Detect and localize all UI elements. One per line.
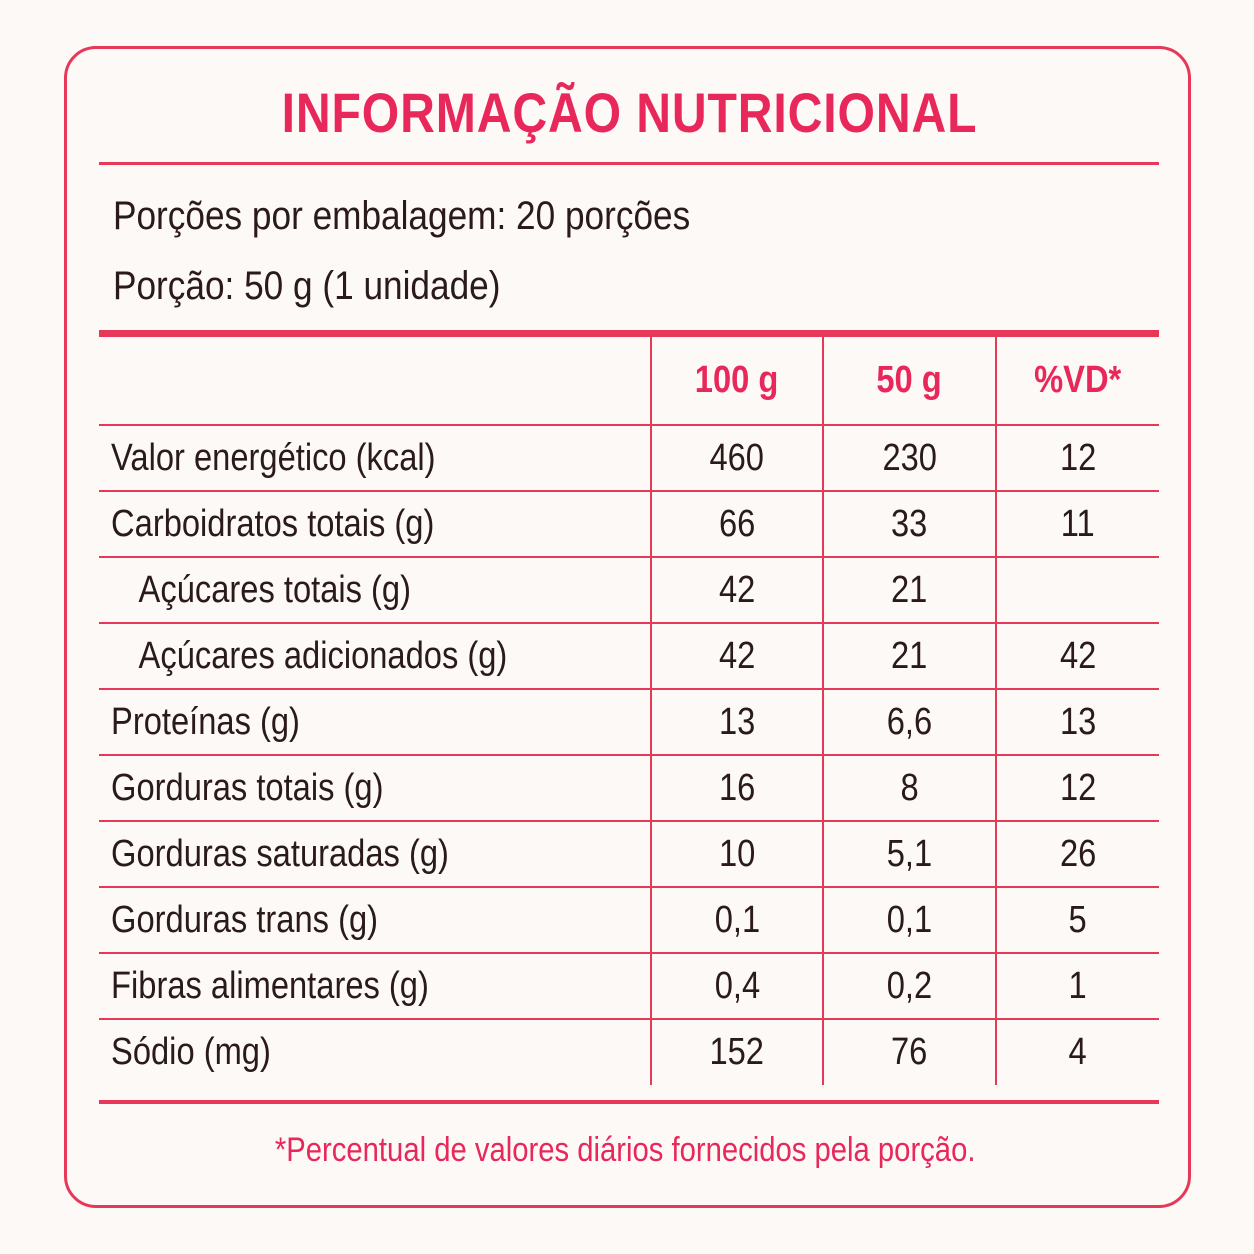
value-100g: 152 — [650, 1019, 823, 1085]
table-row: Açúcares totais (g) 42 21 — [99, 557, 1159, 624]
table-row: Sódio (mg) 152 76 4 — [99, 1019, 1159, 1085]
header-100g: 100 g — [650, 337, 823, 426]
value-100g: 0,4 — [650, 953, 823, 1020]
table-row: Gorduras saturadas (g) 10 5,1 26 — [99, 821, 1159, 888]
value-vd: 5 — [995, 887, 1159, 954]
table-row: Proteínas (g) 13 6,6 13 — [99, 689, 1159, 756]
serving-divider — [99, 330, 1159, 337]
value-vd: 12 — [995, 755, 1159, 822]
value-100g: 13 — [650, 689, 823, 756]
nutrient-label: Sódio (mg) — [111, 1031, 271, 1073]
nutrient-label: Gorduras totais (g) — [99, 755, 651, 822]
value-50g: 0,2 — [822, 953, 996, 1020]
value-vd — [995, 557, 1159, 624]
table-row: Açúcares adicionados (g) 42 21 42 — [99, 623, 1159, 690]
header-50g: 50 g — [822, 337, 996, 426]
value-vd: 11 — [995, 491, 1159, 558]
value-100g: 42 — [650, 623, 823, 690]
value-vd: 1 — [995, 953, 1159, 1020]
nutrient-label: Valor energético (kcal) — [99, 425, 651, 492]
value-100g: 0,1 — [650, 887, 823, 954]
value-vd: 12 — [995, 425, 1159, 492]
table-row: Valor energético (kcal) 460 230 12 — [99, 425, 1159, 492]
value-100g: 10 — [650, 821, 823, 888]
value-100g: 42 — [650, 557, 823, 624]
value-vd: 42 — [995, 623, 1159, 690]
value-50g: 0,1 — [822, 887, 996, 954]
table-row: Gorduras totais (g) 16 8 12 — [99, 755, 1159, 822]
value-50g: 5,1 — [822, 821, 996, 888]
value-50g: 230 — [822, 425, 996, 492]
value-100g: 66 — [650, 491, 823, 558]
nutrition-table: 100 g 50 g %VD* Valor energético (kcal) … — [99, 337, 1159, 1085]
value-100g: 460 — [650, 425, 823, 492]
nutrient-label: Carboidratos totais (g) — [99, 491, 651, 558]
value-50g: 21 — [822, 623, 996, 690]
value-vd: 4 — [995, 1019, 1159, 1085]
serving-size: Porção: 50 g (1 unidade) — [113, 264, 501, 308]
table-row: Carboidratos totais (g) 66 33 11 — [99, 491, 1159, 558]
value-50g: 8 — [822, 755, 996, 822]
value-vd: 26 — [995, 821, 1159, 888]
header-vd: %VD* — [995, 337, 1159, 426]
table-row: Gorduras trans (g) 0,1 0,1 5 — [99, 887, 1159, 954]
table-bottom-divider — [99, 1100, 1159, 1104]
table-row: Fibras alimentares (g) 0,4 0,2 1 — [99, 953, 1159, 1020]
label-title: INFORMAÇÃO NUTRICIONAL — [281, 81, 978, 144]
nutrient-label: Fibras alimentares (g) — [99, 953, 651, 1020]
value-50g: 76 — [822, 1019, 996, 1085]
nutrient-label: Açúcares totais (g) — [99, 557, 651, 624]
footnote: *Percentual de valores diários fornecido… — [274, 1131, 976, 1169]
header-blank-cell — [99, 337, 651, 426]
table-header-row: 100 g 50 g %VD* — [99, 337, 1159, 426]
value-50g: 21 — [822, 557, 996, 624]
value-50g: 33 — [822, 491, 996, 558]
nutrient-label: Gorduras saturadas (g) — [99, 821, 651, 888]
title-divider — [99, 162, 1159, 165]
value-50g: 6,6 — [822, 689, 996, 756]
nutrient-label: Gorduras trans (g) — [99, 887, 651, 954]
servings-per-package: Porções por embalagem: 20 porções — [113, 194, 691, 238]
value-100g: 16 — [650, 755, 823, 822]
value-vd: 13 — [995, 689, 1159, 756]
nutrient-label: Proteínas (g) — [99, 689, 651, 756]
nutrient-label: Açúcares adicionados (g) — [99, 623, 651, 690]
